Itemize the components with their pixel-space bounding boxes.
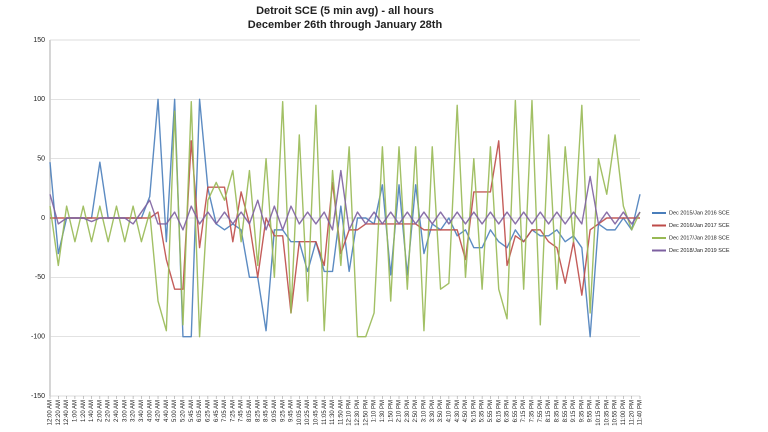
y-tick-label: -100 [31, 334, 45, 341]
x-tick-label: 6:15 PM [496, 400, 502, 422]
x-tick-label: 7:55 PM [538, 400, 544, 422]
x-tick-label: 6:25 AM [205, 400, 211, 422]
x-tick-label: 2:10 PM [397, 400, 403, 422]
x-tick-label: 10:35 PM [604, 400, 610, 426]
x-tick-label: 10:55 PM [613, 400, 619, 426]
x-tick-label: 5:35 PM [480, 400, 486, 422]
x-tick-label: 12:40 AM [64, 400, 70, 425]
x-tick-label: 7:05 AM [222, 400, 228, 422]
x-tick-label: 8:25 AM [255, 400, 261, 422]
x-tick-label: 11:05 AM [322, 400, 328, 425]
x-tick-label: 4:30 PM [455, 400, 461, 422]
x-tick-label: 7:25 AM [230, 400, 236, 422]
x-tick-label: 1:20 AM [81, 400, 87, 422]
x-tick-label: 3:40 AM [139, 400, 145, 422]
x-tick-label: 11:50 AM [338, 400, 344, 425]
x-tick-label: 8:35 PM [554, 400, 560, 422]
y-tick-label: -50 [35, 274, 45, 281]
y-tick-label: 100 [33, 96, 45, 103]
x-tick-label: 2:20 AM [106, 400, 112, 422]
x-tick-label: 8:55 PM [563, 400, 569, 422]
y-tick-label: 150 [33, 37, 45, 44]
x-tick-label: 2:00 AM [97, 400, 103, 422]
series-line [49, 99, 641, 338]
x-tick-label: 9:25 AM [280, 400, 286, 422]
legend-label: Dec 2015/Jan 2016 SCE [669, 210, 730, 216]
x-tick-label: 8:05 AM [247, 400, 253, 422]
x-tick-label: 8:45 AM [264, 400, 270, 422]
x-tick-label: 5:00 AM [172, 400, 178, 422]
x-tick-label: 12:50 PM [363, 400, 369, 426]
x-tick-label: 9:05 AM [272, 400, 278, 422]
legend-label: Dec 2018/Jan 2019 SCE [669, 248, 730, 254]
x-tick-label: 2:30 PM [405, 400, 411, 422]
x-tick-label: 6:35 PM [505, 400, 511, 422]
legend-label: Dec 2016/Jan 2017 SCE [669, 223, 730, 229]
x-tick-label: 9:35 PM [579, 400, 585, 422]
x-tick-label: 3:50 PM [438, 400, 444, 422]
x-tick-label: 1:40 AM [89, 400, 95, 422]
y-tick-label: 0 [41, 215, 45, 222]
x-tick-label: 1:10 PM [372, 400, 378, 422]
x-tick-label: 4:10 PM [446, 400, 452, 422]
x-tick-label: 4:50 PM [463, 400, 469, 422]
x-tick-label: 3:10 PM [422, 400, 428, 422]
x-tick-label: 3:00 AM [122, 400, 128, 422]
x-tick-label: 5:45 AM [189, 400, 195, 422]
x-tick-label: 2:40 AM [114, 400, 120, 422]
x-tick-label: 1:50 PM [388, 400, 394, 422]
series-line [49, 169, 641, 231]
x-tick-label: 6:05 AM [197, 400, 203, 422]
x-tick-label: 3:20 AM [131, 400, 137, 422]
x-tick-label: 7:45 AM [239, 400, 245, 422]
x-tick-label: 3:30 PM [430, 400, 436, 422]
x-tick-label: 12:00 AM [48, 400, 54, 425]
x-tick-label: 11:40 PM [638, 400, 644, 425]
y-tick-label: 50 [37, 156, 45, 163]
x-tick-label: 11:00 PM [621, 400, 627, 425]
x-tick-label: 4:00 AM [147, 400, 153, 422]
x-tick-label: 4:40 AM [164, 400, 170, 422]
x-tick-label: 6:55 PM [513, 400, 519, 422]
x-tick-label: 10:15 PM [596, 400, 602, 426]
x-tick-label: 9:45 AM [289, 400, 295, 422]
x-tick-label: 8:15 PM [546, 400, 552, 422]
x-tick-label: 1:00 AM [73, 400, 79, 422]
x-tick-label: 9:15 PM [571, 400, 577, 422]
x-tick-label: 5:15 PM [471, 400, 477, 422]
y-tick-label: -150 [31, 393, 45, 400]
x-tick-label: 7:35 PM [530, 400, 536, 422]
x-tick-label: 11:20 PM [629, 400, 635, 425]
x-tick-label: 4:20 AM [156, 400, 162, 422]
x-tick-label: 10:05 AM [297, 400, 303, 425]
chart-subtitle: December 26th through January 28th [248, 19, 443, 31]
x-tick-label: 10:25 AM [305, 400, 311, 425]
x-tick-label: 9:55 PM [588, 400, 594, 422]
x-tick-label: 12:10 PM [347, 400, 353, 426]
x-tick-label: 12:20 AM [56, 400, 62, 425]
x-tick-label: 12:30 PM [355, 400, 361, 426]
x-tick-label: 6:45 AM [214, 400, 220, 422]
x-tick-label: 11:30 AM [330, 400, 336, 425]
x-tick-label: 7:15 PM [521, 400, 527, 422]
x-tick-label: 10:45 AM [313, 400, 319, 425]
legend-label: Dec 2017/Jan 2018 SCE [669, 235, 730, 241]
x-tick-label: 1:30 PM [380, 400, 386, 422]
x-tick-label: 5:20 AM [181, 400, 187, 422]
x-tick-label: 5:55 PM [488, 400, 494, 422]
series-line [49, 98, 641, 338]
chart-title: Detroit SCE (5 min avg) - all hours [256, 5, 434, 17]
x-tick-label: 2:50 PM [413, 400, 419, 422]
